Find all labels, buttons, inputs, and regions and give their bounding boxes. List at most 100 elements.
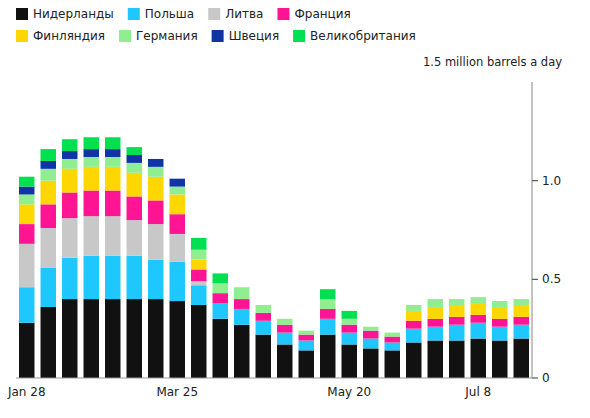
x-tick-label: Jan 28 (7, 385, 46, 399)
legend-label: Финляндия (33, 29, 105, 43)
series (19, 299, 529, 378)
bar-segment (471, 323, 486, 339)
bar-segment (62, 151, 77, 159)
bar-segment (277, 344, 292, 378)
bar-segment (62, 169, 77, 193)
bar-segment (449, 325, 464, 341)
bar-segment (428, 299, 443, 300)
bar-segment (299, 330, 314, 331)
bar-segment (449, 341, 464, 378)
bar-segment (62, 139, 77, 151)
bar-segment (213, 273, 228, 283)
legend-swatch (277, 8, 289, 20)
bar-segment (19, 194, 34, 204)
bar-segment (342, 344, 357, 378)
bar-segment (342, 311, 357, 319)
bar-segment (105, 216, 120, 255)
bar-segment (191, 305, 206, 378)
bar-segment (514, 299, 529, 300)
bar-segment (105, 191, 120, 217)
bar-segment (385, 350, 400, 378)
bar-segment (406, 305, 421, 311)
bar-segment (492, 327, 507, 341)
bar-segment (148, 260, 163, 299)
bar-segment (191, 260, 206, 270)
bar-segment (84, 137, 99, 149)
legend-label: Швеция (229, 29, 279, 43)
bar-segment (514, 299, 529, 300)
y-tick-label: 0.5 (542, 272, 561, 286)
x-tick-label: Mar 25 (156, 385, 198, 399)
bar-segment (213, 303, 228, 319)
bar-segment (342, 333, 357, 345)
bar-segment (514, 317, 529, 325)
legend-swatch (128, 8, 140, 20)
y-tick (532, 180, 538, 181)
bar-segment (428, 307, 443, 319)
bar-segment (62, 193, 77, 219)
bar-segment (471, 315, 486, 323)
bar-segment (320, 299, 335, 309)
bar-segment (170, 194, 185, 214)
bar-segment (342, 325, 357, 333)
bar-segment (256, 335, 271, 378)
bar-segment (105, 167, 120, 191)
bar-segment (492, 307, 507, 319)
bar-segment (234, 287, 249, 288)
bar-segment (406, 304, 421, 305)
bar-segment (299, 341, 314, 351)
bar-segment (148, 159, 163, 167)
bar-segment (170, 234, 185, 262)
bar-segment (148, 299, 163, 378)
bar-segment (492, 301, 507, 302)
bar-segment (514, 339, 529, 378)
bar-segment (234, 309, 249, 325)
bar-segment (471, 297, 486, 298)
bar-segment (127, 155, 142, 163)
bar-segment (41, 181, 56, 205)
bar-segment (105, 149, 120, 157)
bar-segment (406, 321, 421, 329)
bar-segment (428, 341, 443, 378)
bar-segment (84, 216, 99, 255)
bar-segment (256, 304, 271, 305)
y-tick (532, 377, 538, 378)
legend-label: Литва (225, 7, 263, 21)
bar-segment (449, 299, 464, 305)
x-axis-line (16, 378, 532, 379)
bar-segment (363, 339, 378, 349)
bar-segment (84, 167, 99, 191)
bar-segment (148, 177, 163, 201)
bar-segment (41, 267, 56, 306)
bar-segment (385, 332, 400, 333)
bar-segment (213, 283, 228, 293)
legend-swatch (119, 30, 131, 42)
bar-segment (406, 311, 421, 321)
bar-segment (363, 327, 378, 331)
series (19, 167, 529, 321)
bar-segment (471, 303, 486, 315)
legend-swatch (208, 8, 220, 20)
bar-segment (449, 317, 464, 325)
bar-segment (514, 325, 529, 339)
bar-segment (320, 309, 335, 319)
legend-swatch (16, 8, 28, 20)
bar-segment (363, 348, 378, 378)
bar-segment (385, 342, 400, 350)
bar-segment (514, 305, 529, 317)
bar-segment (277, 319, 292, 325)
bar-segment (170, 262, 185, 301)
bar-segment (19, 204, 34, 224)
bar-segment (84, 157, 99, 167)
legend-item: Швеция (212, 29, 279, 43)
bar-segment (105, 299, 120, 378)
chart: НидерландыПольшаЛитваФранцияФинляндияГер… (0, 0, 590, 418)
legend-item: Нидерланды (16, 7, 114, 21)
bar-segment (84, 149, 99, 157)
bar-segment (277, 333, 292, 345)
y-axis-line (532, 82, 533, 378)
bar-segment (41, 149, 56, 161)
bar-segment (299, 331, 314, 335)
bar-segment (256, 321, 271, 335)
bar-segment (127, 163, 142, 173)
